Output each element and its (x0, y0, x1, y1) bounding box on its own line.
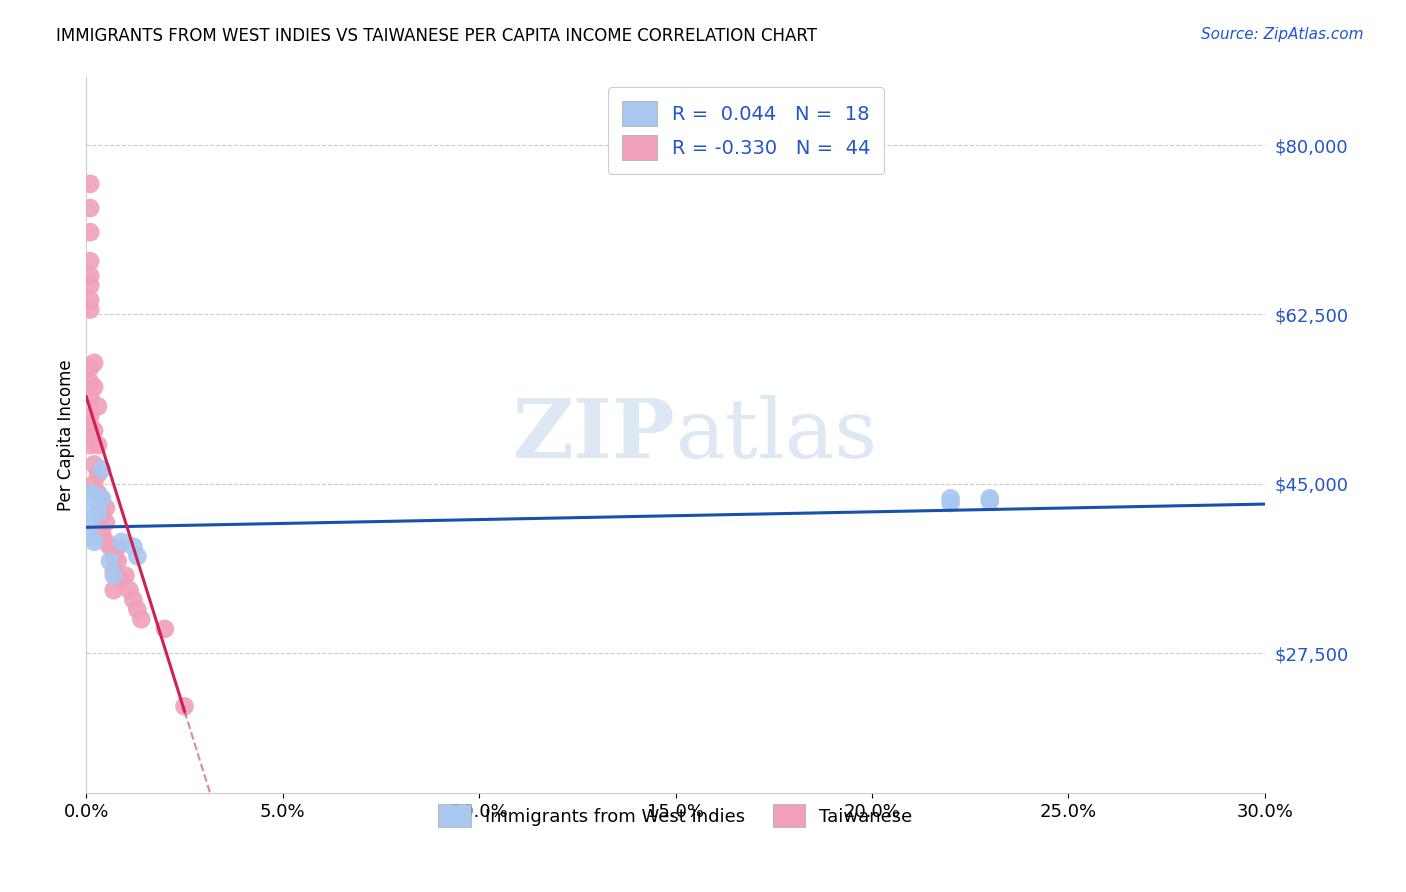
Point (79, 360, 101, 375)
Point (79, 418, 101, 433)
Point (103, 568, 125, 582)
Point (127, 602, 149, 616)
Point (87, 400, 110, 414)
Text: IMMIGRANTS FROM WEST INDIES VS TAIWANESE PER CAPITA INCOME CORRELATION CHART: IMMIGRANTS FROM WEST INDIES VS TAIWANESE… (56, 27, 817, 45)
Point (91, 525, 114, 540)
Text: Source: ZipAtlas.com: Source: ZipAtlas.com (1201, 27, 1364, 42)
Point (79, 293, 101, 307)
Point (122, 540, 145, 554)
Point (83, 491, 105, 506)
Point (83, 458, 105, 472)
Point (79, 428, 101, 442)
Point (87, 486, 110, 500)
Point (79, 254, 101, 268)
Point (79, 530, 101, 544)
Point (91, 491, 114, 506)
Point (79, 375, 101, 389)
Point (103, 549, 125, 564)
Point (979, 494, 1001, 508)
Legend: Immigrants from West Indies, Taiwanese: Immigrants from West Indies, Taiwanese (432, 797, 920, 834)
Point (98, 554, 121, 568)
Point (98, 540, 121, 554)
Point (83, 424, 105, 438)
Point (87, 438, 110, 452)
Point (79, 177, 101, 191)
Point (87, 467, 110, 481)
Point (153, 622, 176, 636)
Text: atlas: atlas (675, 395, 877, 475)
Point (94, 534, 117, 549)
Point (87, 506, 110, 520)
Y-axis label: Per Capita Income: Per Capita Income (58, 359, 75, 511)
Point (82, 486, 104, 500)
Point (127, 549, 149, 564)
Point (118, 583, 141, 598)
Point (111, 574, 134, 588)
Point (94, 500, 117, 515)
Point (91, 510, 114, 524)
Point (94, 516, 117, 530)
Point (83, 534, 105, 549)
Point (939, 496, 962, 510)
Point (79, 409, 101, 423)
Point (91, 496, 114, 510)
Point (83, 356, 105, 370)
Point (83, 476, 105, 491)
Point (79, 516, 101, 530)
Point (79, 268, 101, 283)
Point (939, 491, 962, 506)
Point (79, 201, 101, 215)
Point (103, 583, 125, 598)
Point (79, 278, 101, 293)
Point (129, 612, 152, 626)
Point (79, 506, 101, 520)
Point (107, 540, 129, 554)
Point (91, 462, 114, 476)
Point (122, 592, 145, 607)
Text: ZIP: ZIP (513, 395, 675, 475)
Point (79, 225, 101, 239)
Point (979, 491, 1001, 506)
Point (79, 390, 101, 404)
Point (79, 438, 101, 452)
Point (103, 564, 125, 578)
Point (114, 568, 136, 582)
Point (107, 554, 129, 568)
Point (83, 380, 105, 394)
Point (173, 699, 195, 714)
Point (111, 534, 134, 549)
Point (79, 302, 101, 317)
